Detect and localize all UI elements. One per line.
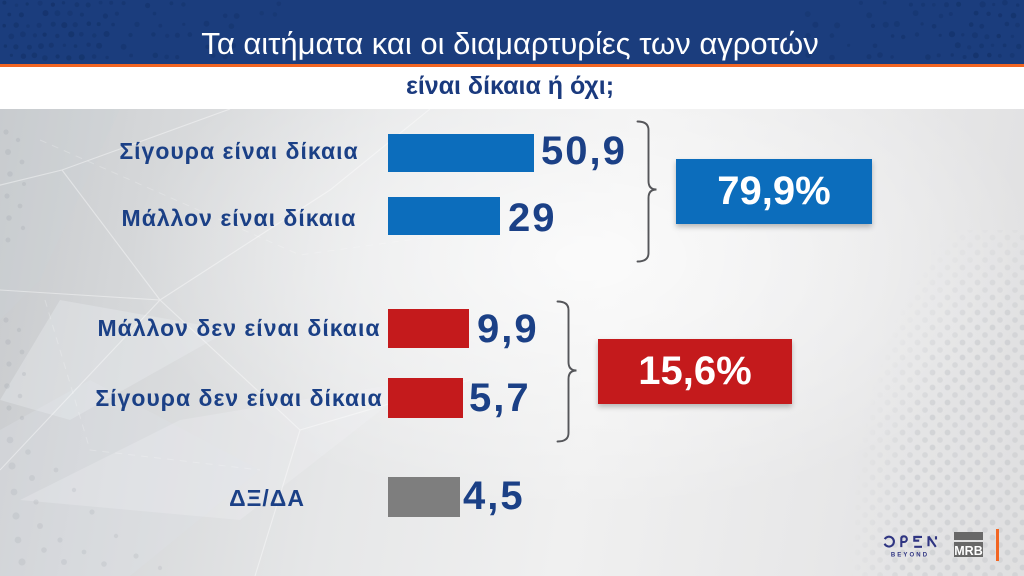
svg-text:BEYOND: BEYOND <box>891 553 929 559</box>
